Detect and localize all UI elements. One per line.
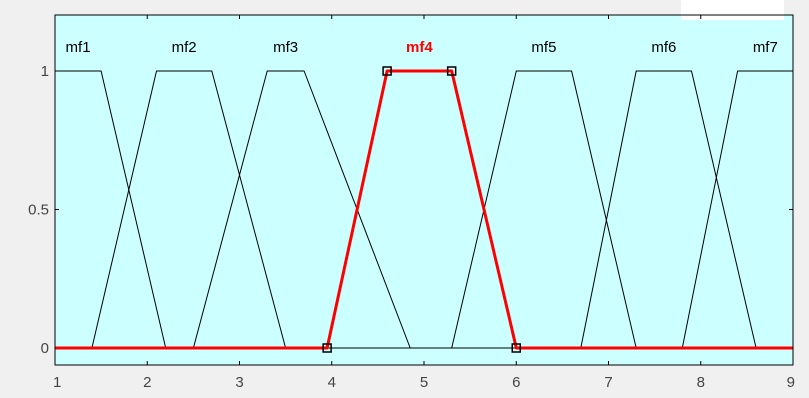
vertex-handle[interactable] <box>322 343 332 353</box>
label-mf7[interactable]: mf7 <box>753 39 778 56</box>
selected-curve-handles[interactable] <box>55 66 793 353</box>
curve-mf7[interactable] <box>55 70 793 349</box>
label-mf1[interactable]: mf1 <box>66 39 91 56</box>
x-tick-label: 7 <box>604 374 612 391</box>
label-mf6[interactable]: mf6 <box>651 39 676 56</box>
vertex-handle[interactable] <box>382 66 392 76</box>
plot-background <box>55 15 793 365</box>
y-tick-label: 1 <box>41 63 49 80</box>
plot-frame <box>54 14 794 366</box>
corner-blank <box>681 0 784 20</box>
vertex-handle[interactable] <box>446 66 457 76</box>
x-tick-label: 8 <box>697 374 705 391</box>
vertex-handle[interactable] <box>511 343 521 353</box>
x-axis: 1 2 3 4 5 6 7 8 9 <box>53 15 795 391</box>
x-tick-label: 6 <box>512 374 520 391</box>
label-mf2[interactable]: mf2 <box>172 39 197 56</box>
x-tick-label: 4 <box>328 374 336 391</box>
x-tick-label: 2 <box>143 374 151 391</box>
label-mf4[interactable]: mf4 <box>406 39 433 56</box>
y-tick-label: 0.5 <box>28 202 49 219</box>
x-tick-label: 3 <box>235 374 243 391</box>
x-tick-label: 9 <box>787 374 795 391</box>
membership-labels: mf1 mf2 mf3 mf4 mf5 mf6 mf7 <box>66 39 778 56</box>
y-tick-label: 0 <box>41 340 49 357</box>
label-mf5[interactable]: mf5 <box>531 39 556 56</box>
label-mf3[interactable]: mf3 <box>273 39 298 56</box>
curve-mf4[interactable] <box>55 69 793 350</box>
x-tick-label: 1 <box>53 374 61 391</box>
x-tick-label: 5 <box>420 374 428 391</box>
